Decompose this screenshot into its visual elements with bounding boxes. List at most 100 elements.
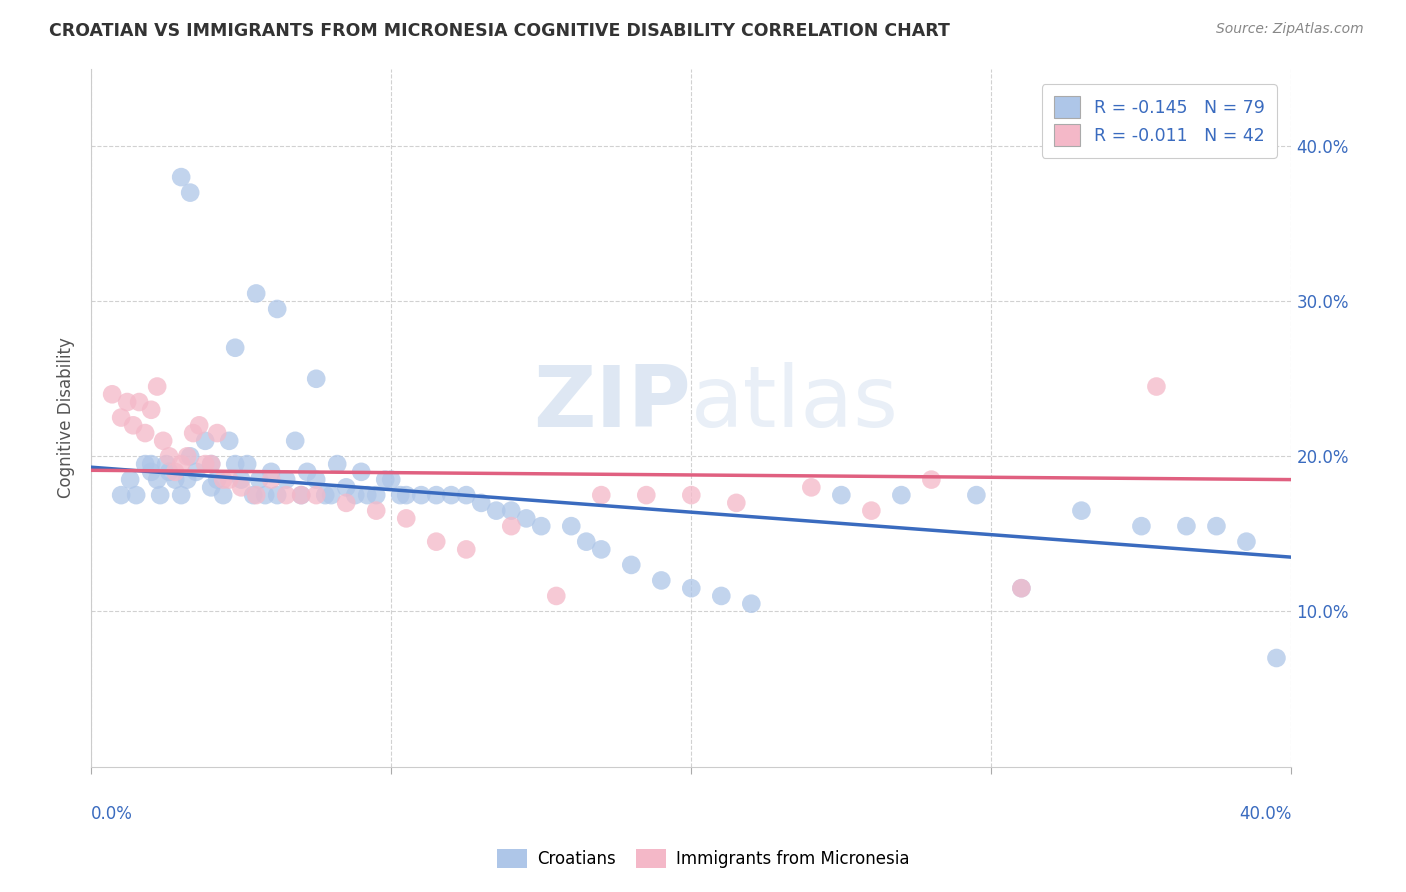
- Point: [860, 503, 883, 517]
- Point: [276, 473, 298, 487]
- Point: [470, 496, 492, 510]
- Point: [1010, 581, 1032, 595]
- Point: [110, 488, 132, 502]
- Point: [254, 488, 277, 502]
- Point: [374, 473, 396, 487]
- Point: [157, 465, 180, 479]
- Point: [1144, 379, 1167, 393]
- Point: [218, 473, 240, 487]
- Text: CROATIAN VS IMMIGRANTS FROM MICRONESIA COGNITIVE DISABILITY CORRELATION CHART: CROATIAN VS IMMIGRANTS FROM MICRONESIA C…: [49, 22, 950, 40]
- Point: [591, 542, 613, 557]
- Point: [740, 597, 762, 611]
- Point: [335, 480, 357, 494]
- Point: [725, 496, 748, 510]
- Text: 0.0%: 0.0%: [91, 805, 134, 823]
- Point: [170, 488, 193, 502]
- Point: [176, 450, 198, 464]
- Point: [152, 434, 174, 448]
- Point: [146, 473, 169, 487]
- Point: [157, 450, 180, 464]
- Point: [170, 457, 193, 471]
- Point: [650, 574, 672, 588]
- Text: atlas: atlas: [692, 362, 900, 445]
- Point: [1205, 519, 1227, 533]
- Point: [305, 473, 328, 487]
- Point: [266, 301, 288, 316]
- Point: [224, 457, 246, 471]
- Point: [179, 186, 201, 200]
- Point: [326, 457, 349, 471]
- Point: [1265, 651, 1288, 665]
- Point: [366, 488, 388, 502]
- Point: [425, 488, 447, 502]
- Point: [290, 488, 312, 502]
- Point: [350, 465, 373, 479]
- Point: [245, 488, 267, 502]
- Point: [366, 503, 388, 517]
- Point: [276, 488, 298, 502]
- Point: [194, 457, 217, 471]
- Point: [440, 488, 463, 502]
- Point: [389, 488, 412, 502]
- Point: [141, 402, 163, 417]
- Point: [305, 372, 328, 386]
- Point: [188, 418, 211, 433]
- Point: [321, 488, 343, 502]
- Text: Source: ZipAtlas.com: Source: ZipAtlas.com: [1216, 22, 1364, 37]
- Y-axis label: Cognitive Disability: Cognitive Disability: [58, 337, 75, 498]
- Point: [165, 465, 187, 479]
- Point: [456, 542, 478, 557]
- Point: [636, 488, 658, 502]
- Point: [242, 488, 264, 502]
- Point: [155, 457, 177, 471]
- Point: [141, 465, 163, 479]
- Point: [247, 473, 270, 487]
- Point: [546, 589, 568, 603]
- Point: [314, 488, 336, 502]
- Point: [284, 434, 307, 448]
- Point: [591, 488, 613, 502]
- Point: [205, 426, 228, 441]
- Point: [575, 534, 598, 549]
- Point: [141, 457, 163, 471]
- Point: [1130, 519, 1153, 533]
- Point: [120, 473, 142, 487]
- Point: [134, 457, 156, 471]
- Point: [128, 395, 150, 409]
- Point: [200, 457, 222, 471]
- Point: [212, 488, 235, 502]
- Point: [266, 488, 288, 502]
- Point: [231, 473, 253, 487]
- Point: [530, 519, 553, 533]
- Point: [146, 379, 169, 393]
- Point: [125, 488, 148, 502]
- Point: [224, 341, 246, 355]
- Point: [425, 534, 447, 549]
- Point: [515, 511, 537, 525]
- Point: [176, 473, 198, 487]
- Point: [305, 488, 328, 502]
- Point: [260, 465, 283, 479]
- Point: [149, 488, 172, 502]
- Point: [194, 434, 217, 448]
- Point: [560, 519, 582, 533]
- Point: [1010, 581, 1032, 595]
- Point: [620, 558, 643, 572]
- Point: [344, 488, 367, 502]
- Point: [485, 503, 508, 517]
- Legend: Croatians, Immigrants from Micronesia: Croatians, Immigrants from Micronesia: [491, 842, 915, 875]
- Text: ZIP: ZIP: [533, 362, 692, 445]
- Point: [1175, 519, 1198, 533]
- Point: [186, 465, 208, 479]
- Point: [236, 457, 259, 471]
- Point: [170, 170, 193, 185]
- Point: [411, 488, 433, 502]
- Point: [800, 480, 823, 494]
- Point: [260, 473, 283, 487]
- Point: [212, 473, 235, 487]
- Point: [101, 387, 124, 401]
- Point: [231, 480, 253, 494]
- Point: [181, 426, 204, 441]
- Point: [965, 488, 987, 502]
- Point: [165, 473, 187, 487]
